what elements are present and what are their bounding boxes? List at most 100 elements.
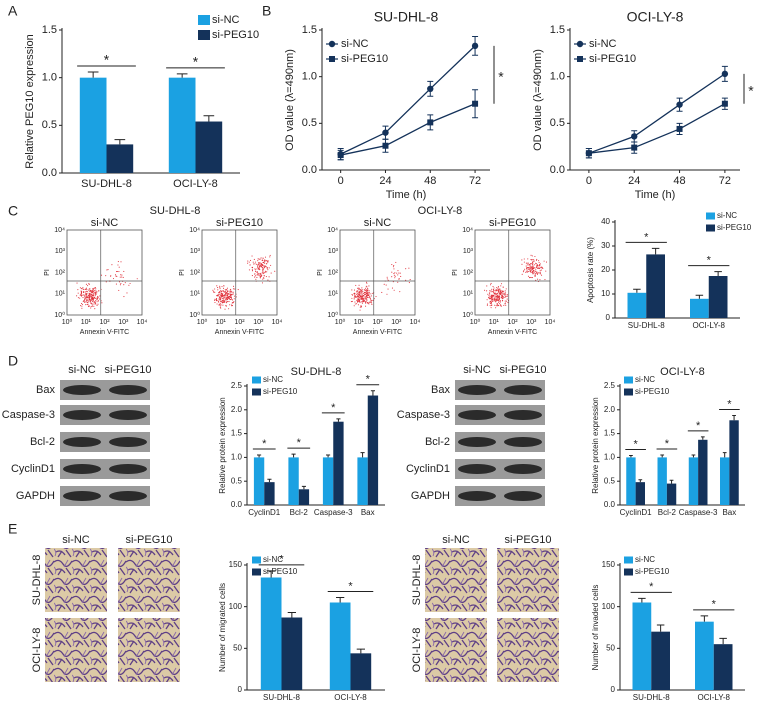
blot-band [109,491,147,501]
cell-event [218,303,220,305]
cell-event [262,264,264,266]
cell-event [370,300,373,302]
cell-event [85,301,87,303]
cell-event [92,295,94,297]
cell-event [212,289,214,291]
legend-label: si-NC [717,211,737,220]
cell-event [232,294,234,296]
cell-event [87,294,89,296]
cell-event [86,295,88,297]
cell-event [492,300,494,302]
cell-event [360,289,362,291]
cell-event [488,295,490,297]
cell-event [499,288,501,290]
bar [264,482,275,505]
cell-event [490,282,492,285]
plot-title: si-PEG10 [216,217,263,229]
cell-event [251,255,253,257]
cell-event [539,270,541,272]
cell-event [115,270,118,273]
cell-event [351,289,353,291]
x-tick-label: 10² [99,319,110,326]
cell-event [120,282,122,285]
blot-band [458,410,496,420]
y-tick-label: 0.5 [302,117,317,129]
transwell-image [425,548,487,612]
bar [635,482,645,505]
x-tick-label: 10⁴ [410,319,421,326]
cell-event [358,287,360,289]
cell-event [491,299,493,301]
point [337,152,344,159]
y-axis-label: Number of migrated cells [218,583,227,672]
cell-event [539,264,541,266]
cell-event [501,296,503,298]
cell-event [221,295,223,297]
cell-event [262,277,264,279]
cell-event [222,287,225,289]
y-tick-label: 50 [233,643,242,652]
cell-event [497,286,500,288]
protein-label: Bax [431,384,450,396]
cell-event [77,289,79,291]
cell-event [501,297,503,299]
bar [350,653,372,690]
cell-event [94,295,96,297]
cell-event [80,293,83,295]
cell-event [535,270,537,272]
cell-event [354,294,356,296]
cell-event [356,303,358,305]
cell-event [248,261,250,263]
cell-event [214,298,216,300]
cell-event [360,290,362,292]
cell-event [364,287,367,289]
cell-event [531,271,533,274]
cell-event [224,296,226,298]
cell-event [117,264,119,266]
cell-event [393,274,395,276]
cell-event [90,307,92,309]
point [631,144,638,151]
cell-event [538,260,540,262]
y-tick-label: 0 [238,685,243,694]
cell-event [350,301,352,303]
cell-event [365,292,367,294]
significance-mark: * [665,438,670,450]
cell-event [505,295,507,298]
cell-event [225,292,227,295]
y-axis-label: PI [317,269,324,276]
y-tick-label: 1.5 [604,429,616,438]
cell-event [105,275,107,277]
point [427,119,434,126]
legend-label: si-NC [263,555,283,564]
cell-event [220,295,222,297]
cell-event [365,281,368,283]
cell-event [363,292,365,295]
cell-event [91,304,93,306]
cell-event [219,302,221,304]
cell-event [540,267,542,269]
cell-event [97,300,99,302]
cell-event [523,270,525,272]
cell-event [264,256,267,258]
cell-event [136,278,138,280]
y-tick-label: 10⁰ [54,311,65,319]
cell-event [531,255,533,257]
cell-event [359,292,361,294]
cell-event [497,300,500,302]
cell-event [405,279,407,281]
cell-event [489,300,492,302]
cell-event [219,286,221,288]
y-tick-label: 1.0 [550,71,565,83]
cell-event [502,291,504,293]
cell-event [260,264,262,266]
cell-event [82,291,84,293]
cell-event [123,284,125,286]
cell-event [490,307,492,309]
cell-event [91,305,94,307]
cell-event [491,288,493,290]
y-tick-label: 1.5 [42,24,57,36]
cell-event [261,282,264,284]
plot-frame [66,229,143,316]
cell-event [498,295,500,298]
